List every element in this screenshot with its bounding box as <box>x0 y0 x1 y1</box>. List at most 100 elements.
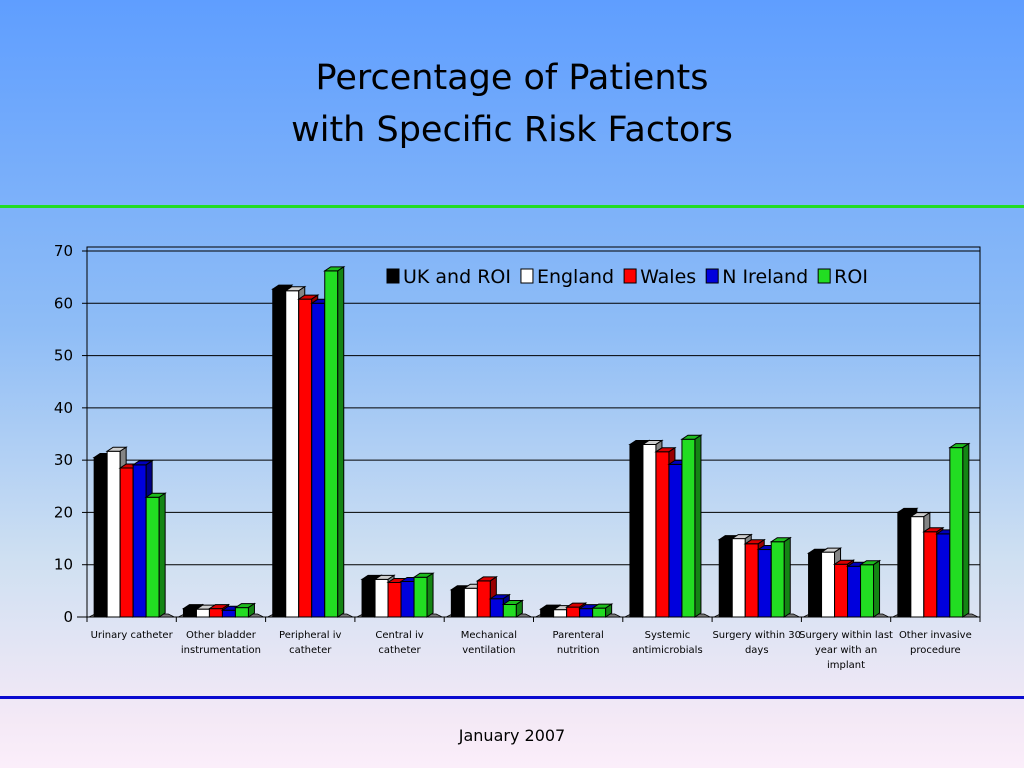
legend-swatch <box>386 268 400 284</box>
bar <box>757 549 772 618</box>
bar <box>540 608 555 618</box>
bar <box>476 580 491 618</box>
x-category-label: instrumentation <box>181 645 261 656</box>
bar <box>579 608 594 618</box>
x-category-label: Mechanical <box>461 630 517 641</box>
x-category-label: ventilation <box>462 645 515 656</box>
x-category-label: antimicrobials <box>632 645 702 656</box>
legend-swatch <box>623 268 637 284</box>
x-category-label: Central iv <box>375 630 423 641</box>
bar <box>642 443 657 618</box>
bar <box>808 552 823 618</box>
y-tick-label: 0 <box>63 608 73 626</box>
bar <box>668 463 683 618</box>
y-tick-label: 40 <box>54 399 73 417</box>
bar <box>450 589 465 618</box>
legend-label: Wales <box>640 266 696 288</box>
bar <box>221 609 236 618</box>
slide-title: Percentage of Patients with Specific Ris… <box>0 52 1024 156</box>
bar <box>234 607 249 618</box>
bar <box>949 447 964 618</box>
bar <box>936 533 951 618</box>
y-tick-label: 10 <box>54 556 73 574</box>
bar <box>553 609 568 618</box>
bar <box>93 457 108 618</box>
x-category-label: Surgery within 30 <box>712 630 801 641</box>
x-category-label: Other bladder <box>186 630 257 641</box>
bar <box>718 539 733 618</box>
bar-side <box>873 559 881 618</box>
title-line-2: with Specific Risk Factors <box>291 110 733 150</box>
bar <box>182 608 197 618</box>
bar-side <box>247 602 255 618</box>
bar <box>298 298 313 618</box>
bar-side <box>962 442 970 618</box>
x-category-label: nutrition <box>557 645 600 656</box>
bar <box>387 581 402 618</box>
bar <box>770 541 785 618</box>
y-tick-label: 30 <box>54 451 73 469</box>
bar <box>629 443 644 618</box>
bar <box>502 603 517 618</box>
bar <box>195 608 210 618</box>
bar-side <box>426 572 434 618</box>
footer-date: January 2007 <box>458 726 566 745</box>
bar <box>285 290 300 618</box>
bar <box>834 563 849 618</box>
x-category-label: Peripheral iv <box>279 630 342 641</box>
bar <box>489 598 504 618</box>
legend-swatch <box>817 268 831 284</box>
bar <box>821 551 836 618</box>
bar <box>361 578 376 618</box>
bar <box>592 607 607 618</box>
bar <box>681 438 696 618</box>
x-category-label: catheter <box>378 645 421 656</box>
title-line-1: Percentage of Patients <box>315 58 709 98</box>
bar <box>847 565 862 618</box>
bar <box>923 531 938 618</box>
bottom-divider <box>0 696 1024 699</box>
legend-label: UK and ROI <box>403 266 511 288</box>
bar-side <box>515 599 523 618</box>
bar <box>655 451 670 618</box>
x-category-label: year with an <box>815 645 877 656</box>
bar <box>145 496 160 618</box>
x-category-label: implant <box>827 660 865 671</box>
bar <box>311 302 326 618</box>
top-divider <box>0 205 1024 208</box>
x-category-label: catheter <box>289 645 332 656</box>
y-tick-label: 70 <box>54 242 73 260</box>
bar <box>566 606 581 618</box>
x-category-label: Other invasive <box>899 630 972 641</box>
x-category-label: Urinary catheter <box>91 630 174 641</box>
bar <box>374 578 389 618</box>
x-category-label: Surgery within last <box>799 630 893 641</box>
x-category-label: Systemic <box>645 630 691 641</box>
bar <box>413 576 428 618</box>
bar <box>400 580 415 618</box>
bar <box>324 270 339 618</box>
y-tick-label: 50 <box>54 347 73 365</box>
bar-side <box>605 603 613 618</box>
bar <box>731 538 746 618</box>
bar <box>860 564 875 618</box>
bar-side <box>694 434 702 618</box>
bar <box>744 543 759 618</box>
x-category-label: Parenteral <box>553 630 604 641</box>
x-category-label: procedure <box>910 645 961 656</box>
legend-swatch <box>705 268 719 284</box>
x-category-label: days <box>745 645 769 656</box>
bar <box>106 450 121 618</box>
bar <box>208 608 223 618</box>
bar <box>910 516 925 618</box>
bar <box>463 587 478 618</box>
bar <box>119 467 134 618</box>
bar-side <box>158 492 166 618</box>
legend-label: ROI <box>834 266 868 288</box>
bar-side <box>337 265 345 618</box>
legend-label: England <box>537 266 614 288</box>
bar <box>272 288 287 618</box>
bar <box>897 511 912 618</box>
bar <box>132 464 147 618</box>
